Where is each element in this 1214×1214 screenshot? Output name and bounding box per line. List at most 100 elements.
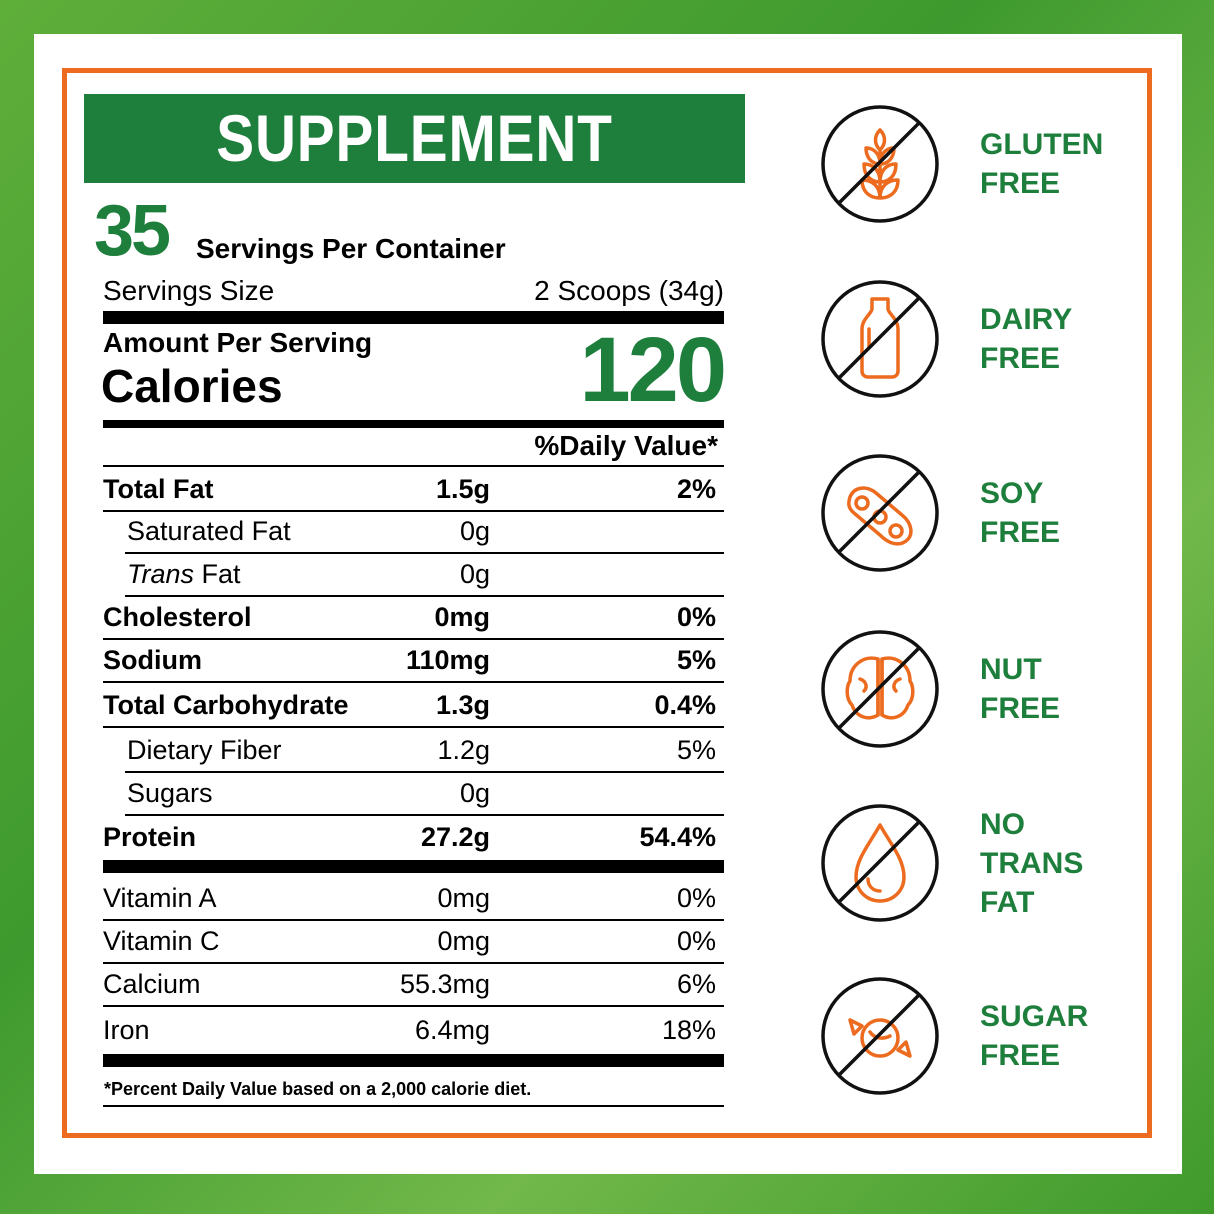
- nutrient-label: Dietary Fiber: [127, 735, 282, 765]
- nutrient-label: Total Fat: [103, 474, 214, 504]
- wheat-icon-graphic: [821, 105, 939, 223]
- footnote: *Percent Daily Value based on a 2,000 ca…: [104, 1079, 532, 1099]
- divider: [103, 919, 724, 921]
- thick-divider: [103, 1054, 724, 1067]
- nutrient-label: Total Carbohydrate: [103, 690, 349, 720]
- serving-size-value: 2 Scoops (34g): [534, 275, 724, 306]
- nutrient-label-suffix: Fat: [194, 559, 241, 589]
- badge-label-line: FAT: [980, 885, 1035, 919]
- nutrient-amount: 0g: [459, 559, 490, 589]
- badge-label-line: FREE: [980, 167, 1061, 200]
- badge-label-line: FREE: [980, 342, 1061, 375]
- nutrient-row: Total Fat 1.5g 2%: [103, 470, 724, 510]
- nutrient-amount: 110mg: [405, 645, 490, 675]
- candy-icon-graphic: [821, 977, 939, 1095]
- badge-label: NUT FREE: [980, 650, 1060, 728]
- nutrient-daily-value: 6%: [676, 969, 716, 999]
- nutrient-daily-value: 18%: [661, 1015, 716, 1045]
- vitamin-row: Vitamin C 0mg 0%: [103, 922, 724, 962]
- nutrient-amount: 0mg: [437, 883, 490, 913]
- badge-label-line: NUT: [980, 653, 1042, 686]
- nutrient-amount: 27.2g: [420, 822, 490, 852]
- nutrient-row: Dietary Fiber 1.2g 5%: [103, 731, 724, 771]
- serving-size-label: Servings Size: [103, 275, 275, 306]
- badge-label: NO TRANS FAT: [980, 805, 1083, 922]
- nutrient-label-italic: Trans: [127, 559, 195, 589]
- wheat-icon: [820, 104, 940, 224]
- nutrient-daily-value: 0%: [676, 926, 716, 956]
- soybean-icon-graphic: [821, 454, 939, 572]
- badge-label-line: GLUTEN: [980, 128, 1104, 161]
- vitamin-row: Vitamin A 0mg 0%: [103, 879, 724, 919]
- servings-per-container-label: Servings Per Container: [196, 233, 506, 264]
- drop-icon-graphic: [821, 804, 939, 922]
- badge-label: SUGAR FREE: [980, 997, 1088, 1075]
- badge-label: GLUTEN FREE: [980, 125, 1103, 203]
- nutrient-row: Saturated Fat 0g: [103, 512, 724, 552]
- nutrient-label: Trans Fat: [127, 559, 241, 589]
- nutrient-row: Trans Fat 0g: [103, 555, 724, 595]
- nutrient-row: Cholesterol 0mg 0%: [103, 598, 724, 638]
- page-title: SUPPLEMENT FACTS: [84, 94, 745, 183]
- calories-value: 120: [579, 319, 727, 421]
- medium-divider: [103, 420, 724, 428]
- divider: [103, 465, 724, 467]
- divider: [103, 1105, 724, 1107]
- nutrient-label: Calcium: [103, 969, 201, 999]
- nutrient-amount: 55.3mg: [399, 969, 490, 999]
- vitamin-row: Iron 6.4mg 18%: [103, 1011, 724, 1051]
- nutrient-amount: 1.5g: [435, 474, 490, 504]
- nutrient-row: Total Carbohydrate 1.3g 0.4%: [103, 686, 724, 726]
- badge-label: SOY FREE: [980, 474, 1060, 552]
- title-text: SUPPLEMENT FACTS: [216, 101, 613, 175]
- badge-label-line: SUGAR: [980, 1000, 1089, 1033]
- nutrient-amount: 0mg: [434, 602, 490, 632]
- nutrient-label: Saturated Fat: [127, 516, 291, 546]
- vitamin-row: Calcium 55.3mg 6%: [103, 965, 724, 1005]
- milk-bottle-icon: [820, 279, 940, 399]
- nutrient-amount: 0g: [459, 778, 490, 808]
- nutrient-row: Sodium 110mg 5%: [103, 641, 724, 681]
- badge-label-line: NO: [980, 807, 1025, 841]
- thick-divider: [103, 311, 724, 324]
- badge-label-line: FREE: [980, 692, 1061, 725]
- amount-per-serving-label: Amount Per Serving: [103, 327, 373, 358]
- soybean-icon: [820, 453, 940, 573]
- nutrient-label: Protein: [103, 822, 197, 852]
- nutrient-daily-value: 0.4%: [654, 690, 716, 720]
- drop-icon: [820, 803, 940, 923]
- nutrient-amount: 1.2g: [437, 735, 490, 765]
- divider: [103, 726, 724, 728]
- candy-icon: [820, 976, 940, 1096]
- divider: [103, 681, 724, 683]
- orange-frame: [62, 68, 1152, 1138]
- badge-label-line: SOY: [980, 477, 1044, 510]
- nutrient-daily-value: 54.4%: [639, 822, 716, 852]
- divider: [103, 638, 724, 640]
- nutrient-label: Cholesterol: [103, 602, 252, 632]
- milk-bottle-icon-graphic: [821, 280, 939, 398]
- divider: [125, 595, 724, 597]
- nutrient-amount: 0mg: [437, 926, 490, 956]
- nutrient-amount: 6.4mg: [414, 1015, 490, 1045]
- nutrient-amount: 1.3g: [435, 690, 490, 720]
- divider: [103, 510, 724, 512]
- calories-label: Calories: [101, 360, 283, 412]
- walnut-icon: [820, 629, 940, 749]
- nutrient-label: Sugars: [127, 778, 213, 808]
- badge-label-line: FREE: [980, 1039, 1061, 1072]
- divider: [125, 552, 724, 554]
- servings-count: 35: [94, 191, 171, 271]
- divider: [103, 1005, 724, 1007]
- nutrient-daily-value: 0%: [676, 602, 716, 632]
- nutrient-daily-value: 5%: [676, 735, 716, 765]
- white-panel: [34, 34, 1182, 1174]
- nutrient-daily-value: 0%: [676, 883, 716, 913]
- badge-label-line: FREE: [980, 516, 1061, 549]
- divider: [125, 814, 724, 816]
- nutrient-amount: 0g: [459, 516, 490, 546]
- divider: [125, 771, 724, 773]
- nutrient-row: Protein 27.2g 54.4%: [103, 818, 724, 858]
- divider: [103, 962, 724, 964]
- nutrient-label: Iron: [103, 1015, 150, 1045]
